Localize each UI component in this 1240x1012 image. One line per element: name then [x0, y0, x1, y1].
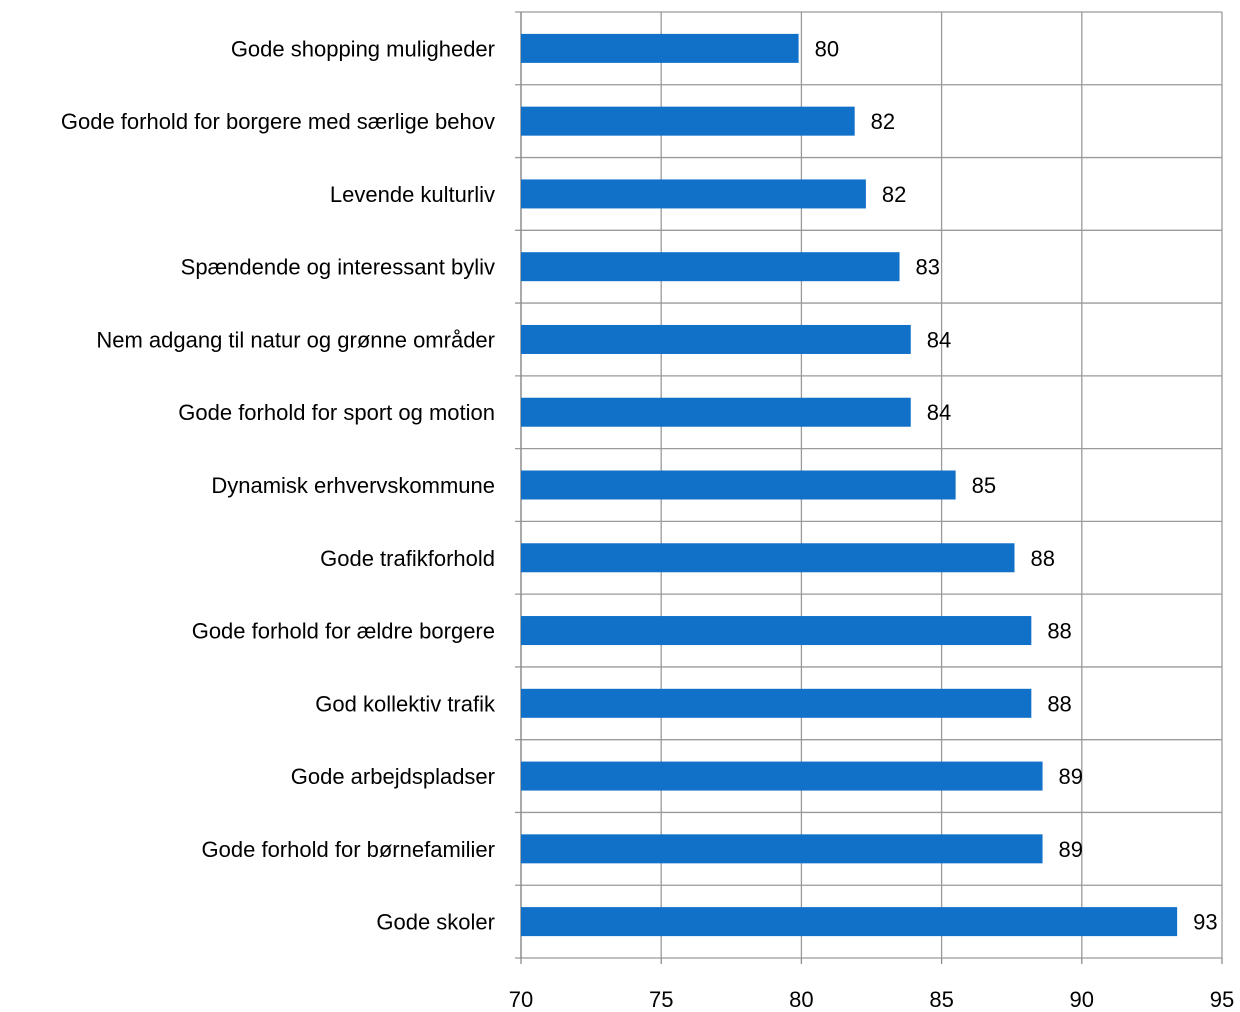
grid-layer [515, 11, 1223, 964]
bar [521, 616, 1032, 646]
bar [521, 907, 1178, 937]
x-tick-label: 95 [1210, 987, 1234, 1012]
x-tick-label: 90 [1070, 987, 1094, 1012]
data-label: 88 [1047, 619, 1071, 644]
bar [521, 179, 866, 209]
bar [521, 33, 799, 63]
data-label: 83 [916, 255, 940, 280]
category-label: God kollektiv trafik [315, 691, 496, 716]
data-label: 93 [1193, 910, 1217, 935]
category-label: Gode forhold for børnefamilier [202, 837, 495, 862]
category-label: Spændende og interessant byliv [181, 255, 495, 280]
bar [521, 761, 1043, 791]
bar [521, 324, 911, 354]
category-label: Gode forhold for ældre borgere [192, 619, 495, 644]
data-label: 89 [1059, 764, 1083, 789]
data-label: 88 [1047, 691, 1071, 716]
data-label: 82 [882, 182, 906, 207]
label-layer: 70 75 80 85 90 95 Gode shopping muligheder 80 Go… [61, 36, 1234, 1012]
x-tick-label: 70 [509, 987, 533, 1012]
data-label: 82 [871, 109, 895, 134]
category-label: Gode arbejdspladser [291, 764, 495, 789]
x-tick-label: 85 [929, 987, 953, 1012]
bar [521, 688, 1032, 718]
category-label: Gode forhold for borgere med særlige beh… [61, 109, 495, 134]
category-label: Gode skoler [376, 910, 495, 935]
bar [521, 106, 855, 136]
category-label: Levende kulturliv [330, 182, 495, 207]
x-tick-label: 80 [789, 987, 813, 1012]
bar [521, 543, 1015, 573]
data-label: 89 [1059, 837, 1083, 862]
category-label: Nem adgang til natur og grønne områder [96, 327, 495, 352]
category-label: Gode trafikforhold [320, 546, 495, 571]
bar-layer [521, 33, 1178, 937]
bar [521, 397, 911, 427]
data-label: 84 [927, 327, 951, 352]
category-label: Gode shopping muligheder [231, 36, 495, 61]
data-label: 80 [815, 36, 839, 61]
data-label: 84 [927, 400, 951, 425]
bar [521, 470, 956, 500]
data-label: 88 [1031, 546, 1055, 571]
x-tick-label: 75 [649, 987, 673, 1012]
bar [521, 834, 1043, 864]
bar [521, 252, 900, 282]
data-label: 85 [972, 473, 996, 498]
category-label: Dynamisk erhvervskommune [211, 473, 495, 498]
category-label: Gode forhold for sport og motion [178, 400, 495, 425]
